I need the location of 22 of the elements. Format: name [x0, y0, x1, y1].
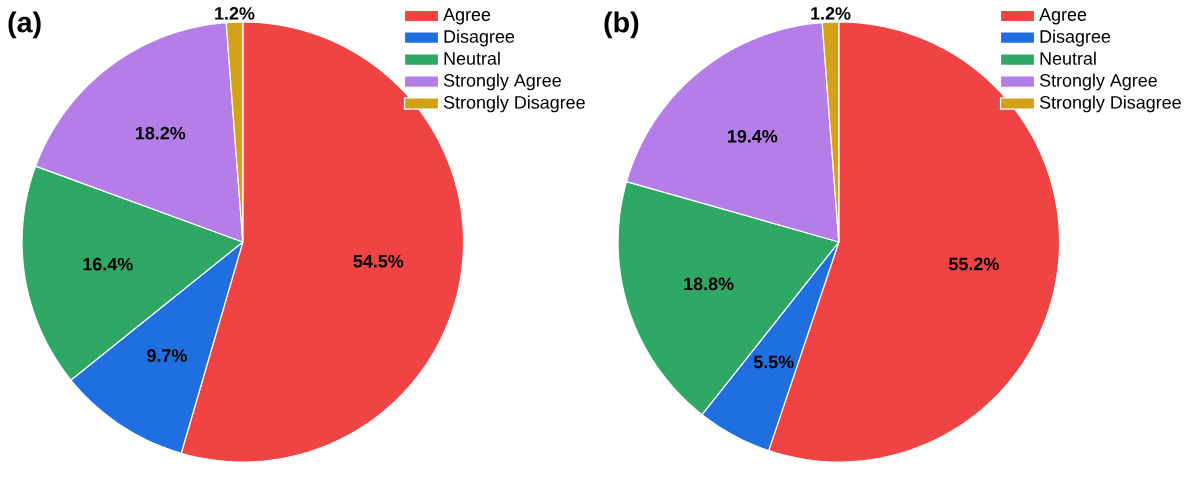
- legend-label: Disagree: [444, 29, 515, 47]
- data-label: 9.7%: [147, 349, 187, 362]
- data-label: 16.4%: [83, 257, 133, 271]
- data-label: 5.5%: [753, 355, 794, 369]
- legend-label: Agree: [443, 8, 491, 25]
- data-label: 54.5%: [353, 254, 404, 268]
- legend-label: Neutral: [1040, 51, 1096, 65]
- data-label: 1.2%: [215, 7, 255, 20]
- legend-label: Neutral: [444, 51, 500, 65]
- legend-label: Strongly Disagree: [443, 95, 585, 113]
- legend-label: Disagree: [1040, 29, 1111, 47]
- data-label: 1.2%: [811, 7, 851, 20]
- legend-label: Strongly Agree: [1039, 73, 1157, 91]
- data-label: 55.2%: [949, 257, 999, 271]
- legend-label: Agree: [1039, 8, 1087, 25]
- data-label: 19.4%: [728, 129, 778, 143]
- chart-title: (b): [604, 11, 639, 39]
- chart-title: (a): [8, 11, 41, 39]
- data-label: 18.8%: [684, 277, 734, 291]
- legend-label: Strongly Agree: [443, 73, 561, 91]
- data-label: 18.2%: [136, 126, 186, 140]
- legend-label: Strongly Disagree: [1039, 95, 1181, 113]
